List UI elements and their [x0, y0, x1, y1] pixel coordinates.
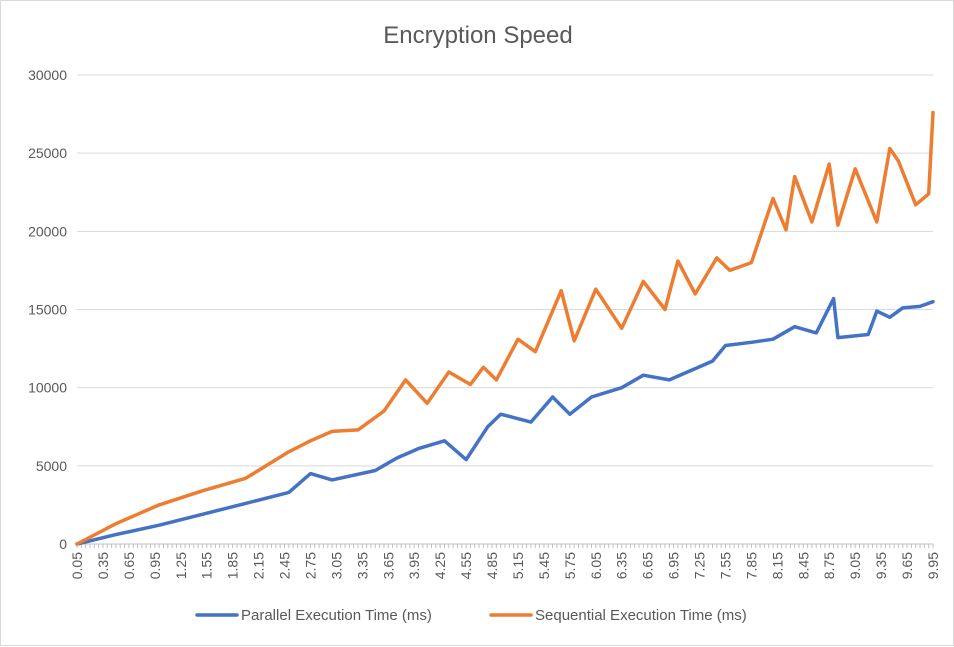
x-tick-label: 0.95	[147, 552, 163, 579]
y-tick-label: 10000	[28, 380, 67, 396]
x-axis: 0.05 0.35 0.65 0.95 1.25 1.55 1.85 2.15 2.45 2.75…	[69, 544, 941, 579]
x-tick-label: 9.95	[925, 552, 941, 579]
x-tick-label: 9.35	[873, 552, 889, 579]
parallel-series-line	[75, 296, 935, 546]
x-tick-label: 6.95	[666, 552, 682, 579]
x-tick-label: 3.35	[354, 552, 370, 579]
x-tick-label: 7.55	[717, 552, 733, 579]
x-tick-label: 5.15	[510, 552, 526, 579]
x-tick-label: 2.15	[251, 552, 267, 579]
y-axis: 0 5000 10000 15000 20000 25000 30000	[28, 67, 67, 552]
y-tick-label: 25000	[28, 145, 67, 161]
chart-title: Encryption Speed	[383, 22, 572, 49]
x-tick-label: 3.65	[380, 552, 396, 579]
legend-label: Sequential Execution Time (ms)	[535, 607, 747, 624]
legend: Parallel Execution Time (ms) Sequential E…	[195, 607, 747, 624]
x-tick-label: 0.35	[95, 552, 111, 579]
x-tick-label: 9.65	[899, 552, 915, 579]
x-tick-label: 7.25	[692, 552, 708, 579]
x-tick-label: 3.95	[406, 552, 422, 579]
x-tick-label: 4.85	[484, 552, 500, 579]
y-tick-label: 15000	[28, 302, 67, 318]
series-lines	[75, 110, 935, 546]
y-tick-label: 20000	[28, 223, 67, 239]
x-tick-label: 1.25	[173, 552, 189, 579]
x-tick-label: 5.45	[536, 552, 552, 579]
x-tick-label: 3.05	[328, 552, 344, 579]
x-tick-label: 1.55	[199, 552, 215, 579]
x-tick-label: 2.45	[277, 552, 293, 579]
x-tick-label: 8.15	[769, 552, 785, 579]
x-tick-label: 6.05	[588, 552, 604, 579]
x-tick-label: 8.45	[795, 552, 811, 579]
x-tick-label: 0.65	[121, 552, 137, 579]
x-tick-label: 1.85	[225, 552, 241, 579]
gridlines	[77, 74, 933, 545]
x-tick-label: 4.55	[458, 552, 474, 579]
x-tick-label: 4.25	[432, 552, 448, 579]
x-tick-label: 8.75	[821, 552, 837, 579]
x-tick-label: 7.85	[743, 552, 759, 579]
y-tick-label: 5000	[36, 458, 67, 474]
x-tick-label: 2.75	[302, 552, 318, 579]
y-tick-label: 0	[59, 536, 67, 552]
x-tick-label: 6.35	[614, 552, 630, 579]
sequential-series-line	[75, 110, 935, 546]
x-tick-label: 0.05	[69, 552, 85, 579]
legend-label: Parallel Execution Time (ms)	[241, 607, 432, 624]
x-tick-label: 9.05	[847, 552, 863, 579]
x-tick-label: 5.75	[562, 552, 578, 579]
legend-item: Parallel Execution Time (ms)	[195, 607, 432, 624]
y-tick-label: 30000	[28, 67, 67, 83]
x-tick-label: 6.65	[640, 552, 656, 579]
legend-item: Sequential Execution Time (ms)	[489, 607, 747, 624]
